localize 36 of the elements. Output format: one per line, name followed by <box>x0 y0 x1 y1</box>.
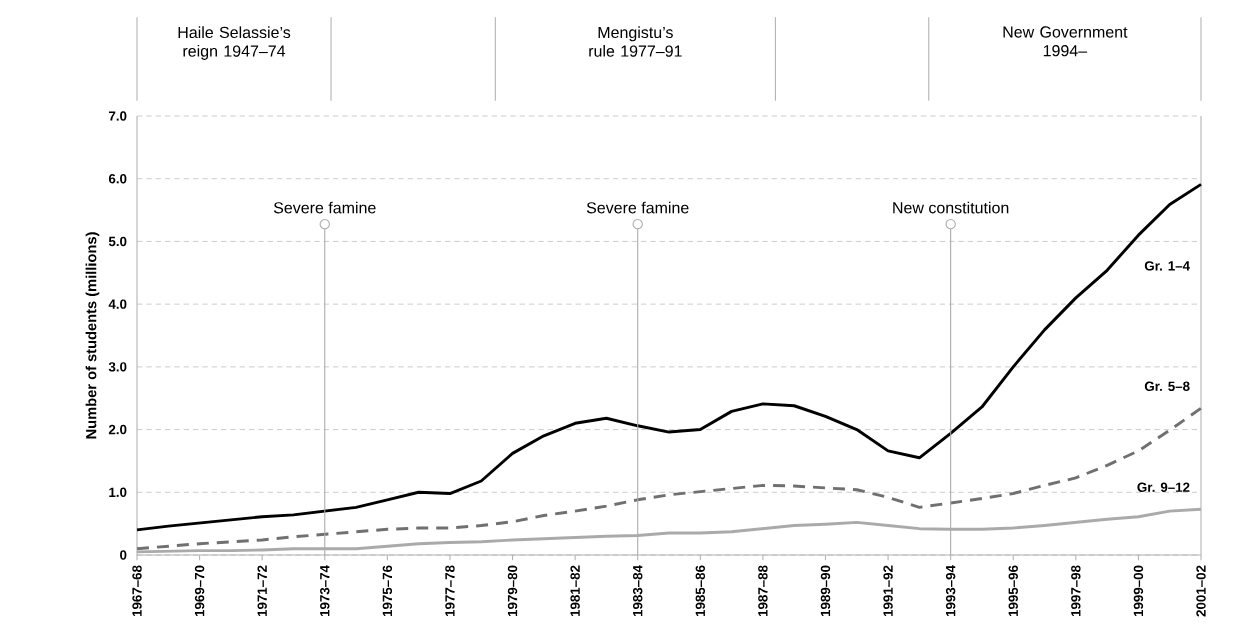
y-tick-label: 4.0 <box>108 299 127 309</box>
x-tick-label: 2001–02 <box>1196 565 1206 617</box>
y-tick-label: 3.0 <box>108 362 127 372</box>
text: Mengistu’s rule 1977–91 <box>589 26 682 57</box>
y-tick-label: 0 <box>120 550 127 560</box>
x-tick-label: 1967–68 <box>132 565 142 617</box>
series-label: Gr. 5–8 <box>1144 381 1190 391</box>
y-tick-label: 5.0 <box>108 236 127 247</box>
x-tick-label: 1975–76 <box>382 565 393 617</box>
x-tick-label: 1983–84 <box>632 565 643 617</box>
x-tick-label: 1969–70 <box>194 565 205 617</box>
y-tick-label: 6.0 <box>108 174 127 184</box>
x-tick-label: 1997–98 <box>1071 565 1081 617</box>
x-tick-label: 1995–96 <box>1008 565 1018 617</box>
y-tick-label: 7.0 <box>108 111 127 121</box>
y-axis-title: Number of students (millions) <box>85 232 100 439</box>
series-label: Gr. 1–4 <box>1144 261 1190 271</box>
x-tick-label: 1989–90 <box>820 565 831 617</box>
text: New Government 1994– <box>1003 26 1128 57</box>
x-tick-label: 1993–94 <box>945 565 956 617</box>
series-label: Gr. 9–12 <box>1137 482 1190 492</box>
x-tick-label: 1981–82 <box>570 565 580 617</box>
x-tick-label: 1971–72 <box>257 565 267 617</box>
text: Haile Selassie’s reign 1947–74 <box>178 26 291 60</box>
x-tick-label: 1985–86 <box>695 565 706 617</box>
y-tick-label: 2.0 <box>108 424 127 435</box>
y-tick-label: 1.0 <box>109 487 127 497</box>
ref-line-label: Severe famine <box>273 201 376 214</box>
x-tick-label: 1987–88 <box>758 565 768 617</box>
x-tick-label: 1977–78 <box>445 565 455 617</box>
x-tick-label: 1979–80 <box>507 565 518 617</box>
x-tick-label: 1999–00 <box>1133 565 1144 617</box>
x-tick-label: 1991–92 <box>883 565 893 617</box>
ref-line-label: New constitution <box>893 201 1009 214</box>
ref-line-label: Severe famine <box>586 201 689 214</box>
x-tick-label: 1973–74 <box>320 565 330 617</box>
